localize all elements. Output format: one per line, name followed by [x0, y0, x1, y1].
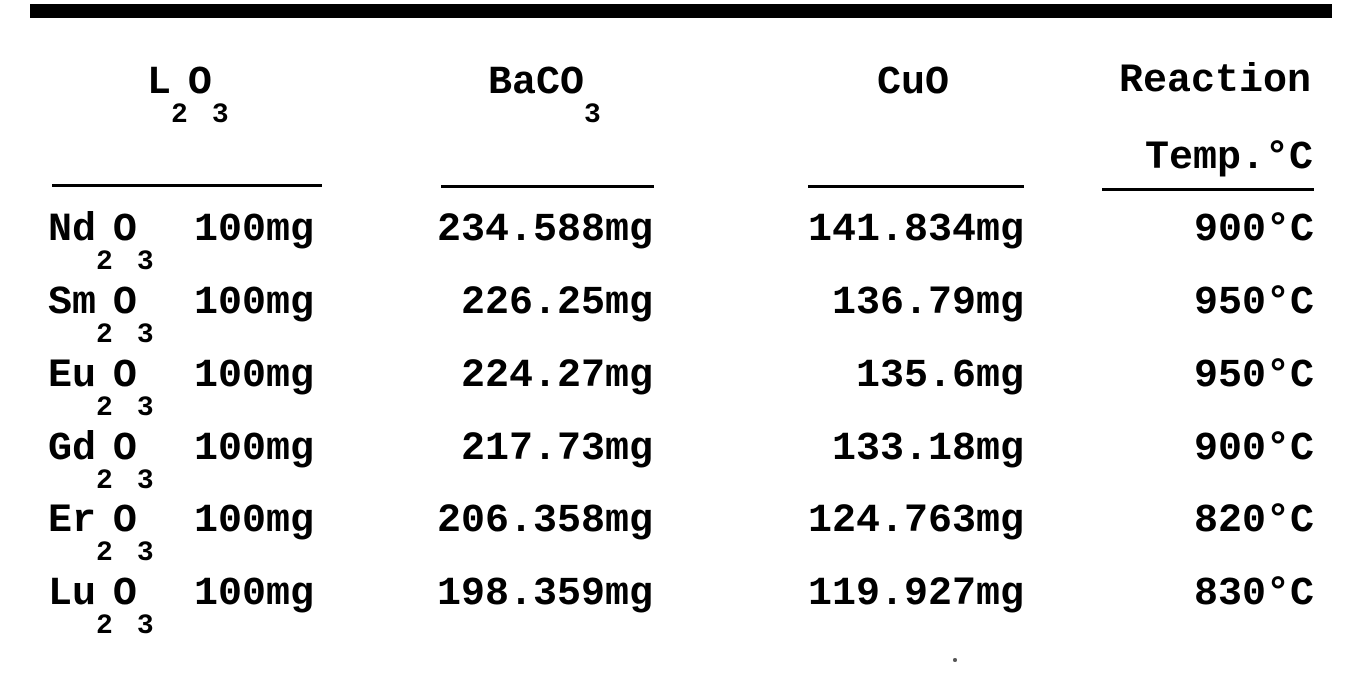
temp-cell: 950°C [1193, 354, 1314, 399]
cuo-cell: 136.79mg [831, 281, 1024, 326]
baco3-cell: 224.27mg [460, 354, 653, 399]
baco3-cell: 217.73mg [460, 427, 653, 472]
formula-cell: Lu2O3 [48, 572, 154, 643]
temp-cell: 820°C [1193, 499, 1314, 544]
amount-cell: 100mg [194, 572, 315, 617]
formula-cell: Gd2O3 [48, 427, 154, 498]
baco3-cell: 206.358mg [436, 499, 653, 544]
cuo-cell: 135.6mg [855, 354, 1024, 399]
header-baco3: BaCO3 [488, 61, 601, 132]
baco3-cell: 226.25mg [460, 281, 653, 326]
underline-col3 [808, 185, 1024, 188]
temp-cell: 900°C [1193, 427, 1314, 472]
header-l2o3: L2O3 [147, 61, 229, 132]
formula-cell: Eu2O3 [48, 354, 154, 425]
scan-artifact-bar [30, 4, 1332, 18]
temp-cell: 900°C [1193, 208, 1314, 253]
header-temp: Temp.°C [1145, 136, 1314, 181]
cuo-cell: 133.18mg [831, 427, 1024, 472]
amount-cell: 100mg [194, 427, 315, 472]
underline-col2 [441, 185, 654, 188]
header-cuo: CuO [877, 61, 950, 106]
formula-cell: Nd2O3 [48, 208, 154, 279]
underline-col1 [52, 184, 322, 187]
header-reaction: Reaction [1119, 59, 1312, 104]
baco3-cell: 198.359mg [436, 572, 653, 617]
temp-cell: 830°C [1193, 572, 1314, 617]
scan-speck [953, 658, 957, 662]
formula-cell: Sm2O3 [48, 281, 154, 352]
baco3-cell: 234.588mg [436, 208, 653, 253]
formula-cell: Er2O3 [48, 499, 154, 570]
temp-cell: 950°C [1193, 281, 1314, 326]
underline-col4 [1102, 188, 1314, 191]
amount-cell: 100mg [194, 281, 315, 326]
cuo-cell: 119.927mg [807, 572, 1024, 617]
cuo-cell: 141.834mg [807, 208, 1024, 253]
amount-cell: 100mg [194, 208, 315, 253]
cuo-cell: 124.763mg [807, 499, 1024, 544]
amount-cell: 100mg [194, 499, 315, 544]
amount-cell: 100mg [194, 354, 315, 399]
